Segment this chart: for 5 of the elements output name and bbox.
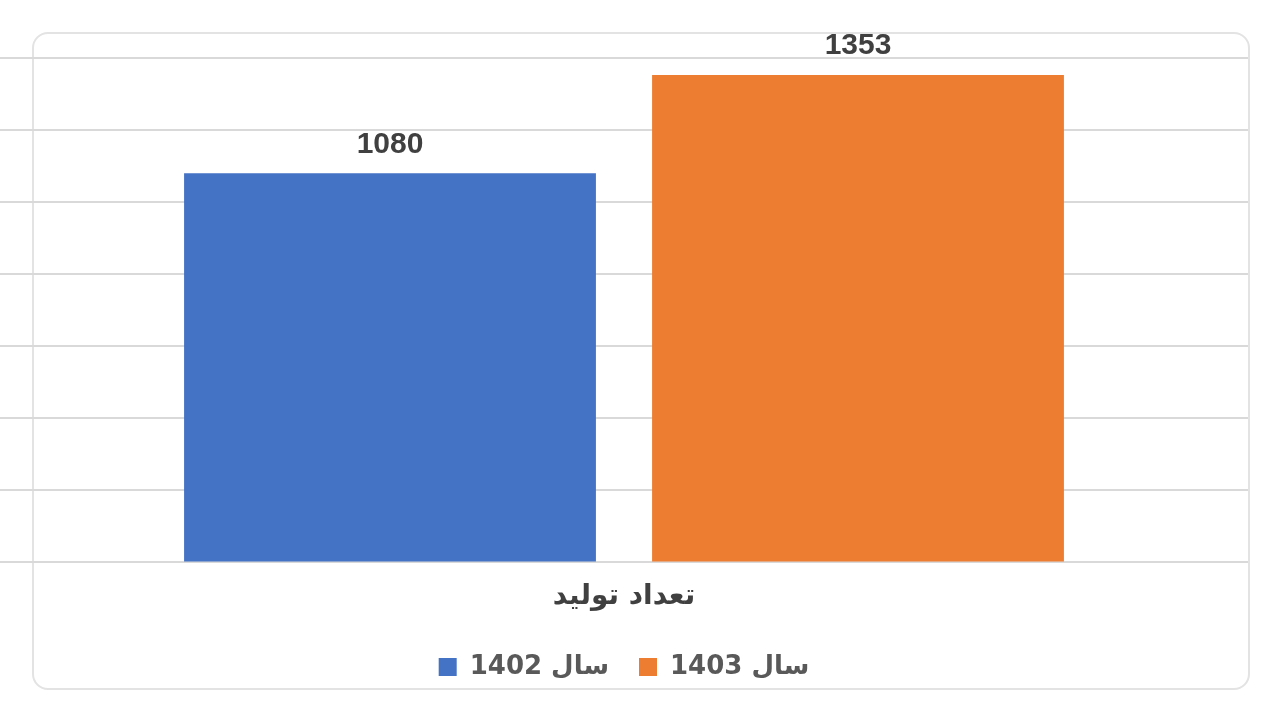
data-label: 1353 (824, 27, 892, 61)
x-axis-title: تعداد تولید (552, 578, 696, 612)
legend-label: سال 1403 (670, 649, 810, 680)
data-label: 1080 (356, 125, 424, 159)
legend-label: سال 1402 (469, 649, 610, 680)
